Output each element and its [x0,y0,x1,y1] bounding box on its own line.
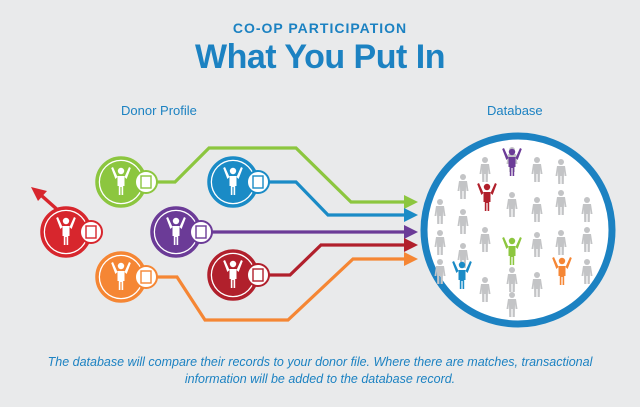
donor-node-teal [207,156,270,208]
arrow-head-icon [404,195,418,266]
donor-node-orange [95,251,158,303]
teal-connector [262,180,405,217]
donor-profile-label: Donor Profile [121,103,197,118]
green-connector [150,146,405,204]
donor-node-purple [150,206,213,258]
donor-node-red [40,206,103,258]
clipboard-icon [85,225,97,239]
donor-node-darkred [207,249,270,301]
eyebrow-title: CO-OP PARTICIPATION [232,20,408,36]
database-label: Database [487,103,543,118]
donor-node-green [95,156,158,208]
page-title: What You Put In [195,38,446,76]
database-circle [420,132,616,328]
caption-text: The database will compare their records … [47,355,593,386]
darkred-connector [262,243,405,277]
orange-connector [150,257,405,322]
